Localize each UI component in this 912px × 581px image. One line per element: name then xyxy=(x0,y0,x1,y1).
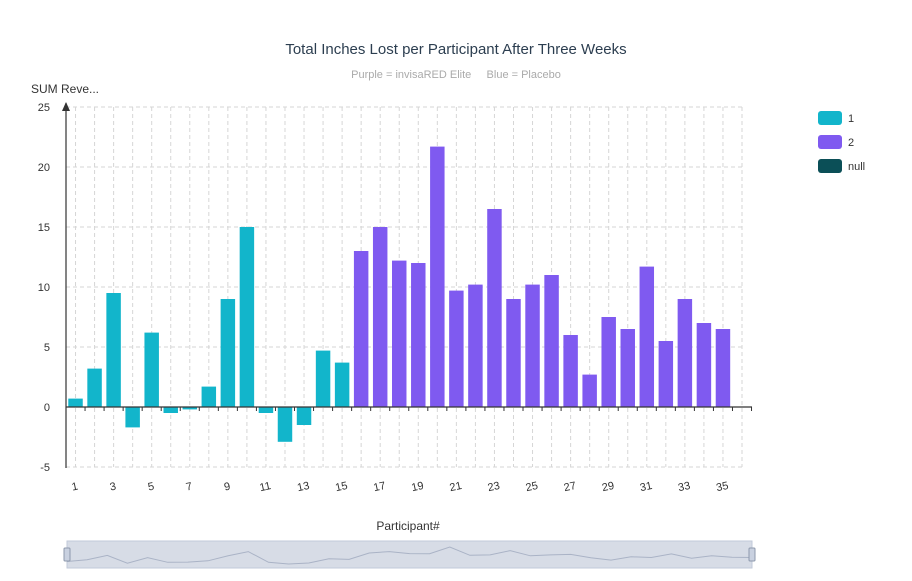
bar-participant-31[interactable] xyxy=(639,266,655,407)
x-tick-label: 33 xyxy=(677,480,691,494)
legend-label[interactable]: null xyxy=(848,161,865,173)
bar-participant-33[interactable] xyxy=(677,299,693,407)
x-tick-label: 21 xyxy=(449,480,463,494)
bar-participant-29[interactable] xyxy=(601,317,616,407)
bar-participant-27[interactable] xyxy=(563,335,578,407)
bar-participant-6[interactable] xyxy=(163,407,178,413)
bar-participant-21[interactable] xyxy=(449,290,464,407)
x-axis: 1 3 5 7 9 11 13 15 17 19 21 23 25 27 29 31 33 35 xyxy=(71,480,730,494)
bar-participant-20[interactable] xyxy=(430,146,445,407)
y-tick-label: 25 xyxy=(38,102,50,114)
x-tick-label: 9 xyxy=(223,481,231,494)
x-tick-label: 5 xyxy=(147,481,155,494)
x-tick-label: 13 xyxy=(296,480,310,494)
legend-swatch-1[interactable] xyxy=(818,111,842,125)
bar-participant-34[interactable] xyxy=(696,323,712,407)
y-tick-label: 20 xyxy=(38,162,50,174)
bar-participant-14[interactable] xyxy=(315,350,331,407)
bar-participant-7[interactable] xyxy=(182,407,198,410)
legend-swatch-2[interactable] xyxy=(818,135,842,149)
x-tick-label: 19 xyxy=(410,480,424,494)
axes xyxy=(62,102,753,468)
y-tick-label: 5 xyxy=(44,342,50,354)
x-tick-label: 7 xyxy=(185,481,193,494)
x-axis-label: Participant# xyxy=(376,519,440,533)
x-tick-label: 23 xyxy=(487,480,501,494)
bar-participant-24[interactable] xyxy=(506,299,521,407)
bar-participant-3[interactable] xyxy=(106,293,121,407)
legend-label[interactable]: 1 xyxy=(848,113,854,125)
bars xyxy=(68,146,731,442)
bar-participant-28[interactable] xyxy=(582,374,597,407)
x-tick-label: 11 xyxy=(258,480,272,494)
bar-participant-9[interactable] xyxy=(220,299,236,407)
bar-participant-26[interactable] xyxy=(544,275,559,407)
y-tick-label: 0 xyxy=(44,402,50,414)
bar-participant-13[interactable] xyxy=(296,407,312,425)
bar-participant-19[interactable] xyxy=(411,263,426,407)
bar-participant-15[interactable] xyxy=(334,362,350,407)
legend: 1 2 null xyxy=(818,111,865,173)
x-tick-label: 31 xyxy=(639,480,653,494)
bar-participant-4[interactable] xyxy=(125,407,140,428)
x-tick-label: 25 xyxy=(525,480,539,494)
bar-participant-8[interactable] xyxy=(201,386,217,407)
bar-participant-30[interactable] xyxy=(620,329,635,407)
y-axis-label: SUM Reve... xyxy=(31,82,99,96)
bar-participant-35[interactable] xyxy=(715,329,731,407)
bar-participant-17[interactable] xyxy=(372,227,388,407)
y-tick-label: 15 xyxy=(38,222,50,234)
bar-participant-10[interactable] xyxy=(239,227,255,407)
x-tick-label: 17 xyxy=(372,480,386,494)
bar-participant-23[interactable] xyxy=(487,209,502,407)
chart-subtitle: Purple = invisaRED Elite Blue = Placebo xyxy=(351,69,561,81)
y-axis: -5 0 5 10 15 20 25 xyxy=(38,102,50,474)
bar-participant-5[interactable] xyxy=(144,332,159,407)
zoom-selection[interactable] xyxy=(66,540,753,569)
bar-participant-12[interactable] xyxy=(277,407,293,442)
x-tick-label: 29 xyxy=(601,480,615,494)
x-tick-label: 3 xyxy=(109,481,117,494)
y-tick-label: 10 xyxy=(38,282,50,294)
x-tick-label: 27 xyxy=(563,480,577,494)
bar-participant-11[interactable] xyxy=(258,407,274,413)
y-tick-label: -5 xyxy=(40,462,50,474)
zoom-handle-left[interactable] xyxy=(63,547,71,562)
bar-participant-22[interactable] xyxy=(468,284,483,407)
bar-participant-18[interactable] xyxy=(392,260,407,407)
x-tick-label: 1 xyxy=(71,481,79,494)
legend-swatch-null[interactable] xyxy=(818,159,842,173)
data-zoom-slider[interactable] xyxy=(63,540,756,569)
chart-title: Total Inches Lost per Participant After … xyxy=(285,41,626,58)
bar-participant-16[interactable] xyxy=(353,251,369,407)
y-axis-arrow xyxy=(62,102,70,111)
zoom-handle-right[interactable] xyxy=(748,547,756,562)
x-tick-label: 35 xyxy=(715,480,729,494)
bar-participant-1[interactable] xyxy=(68,398,83,407)
bar-participant-2[interactable] xyxy=(87,368,102,407)
zoom-data-shadow xyxy=(66,546,753,565)
x-tick-label: 15 xyxy=(334,480,348,494)
bar-participant-32[interactable] xyxy=(658,341,674,407)
bar-participant-25[interactable] xyxy=(525,284,540,407)
legend-label[interactable]: 2 xyxy=(848,137,854,149)
